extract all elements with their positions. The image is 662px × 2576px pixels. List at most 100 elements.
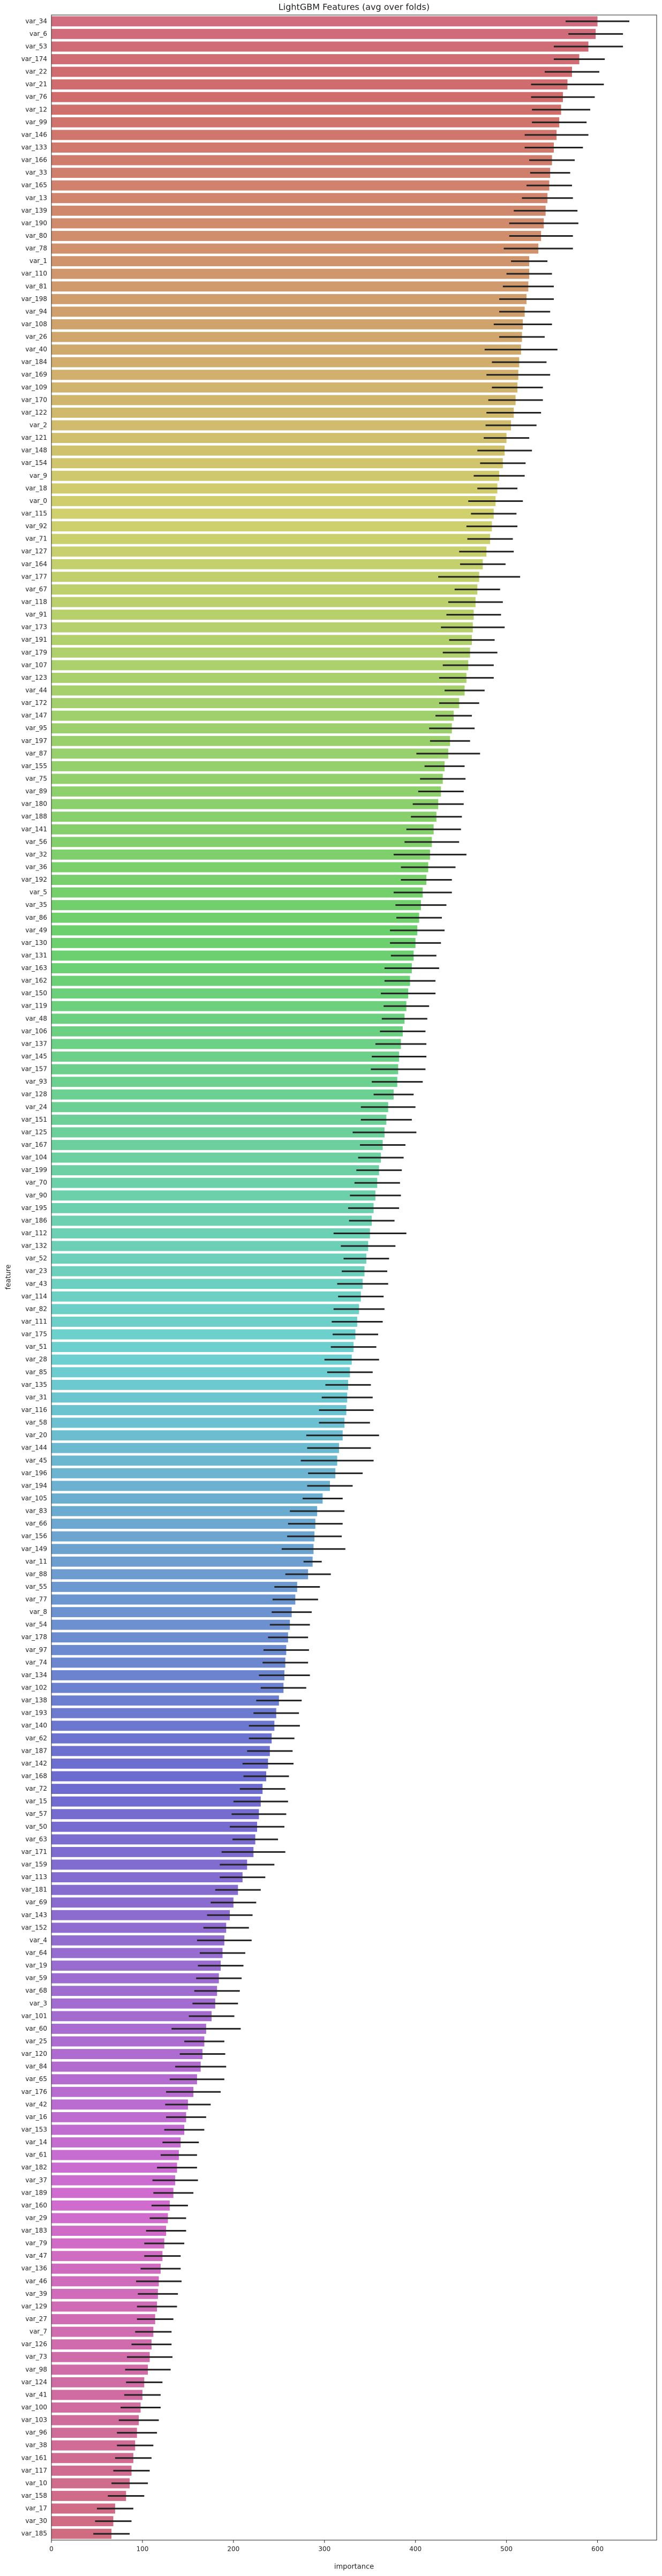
y-tick-label: var_19 <box>25 1962 47 1969</box>
y-tick-label: var_6 <box>29 30 47 37</box>
y-tick-label: var_162 <box>21 977 47 985</box>
bar <box>51 1961 221 1971</box>
bar <box>51 79 568 90</box>
bar <box>51 534 491 544</box>
y-tick-label: var_122 <box>21 409 47 416</box>
y-tick-label: var_197 <box>21 737 47 745</box>
bar <box>51 1039 401 1049</box>
bar <box>51 1872 243 1883</box>
y-tick-label: var_4 <box>29 1936 47 1944</box>
y-tick-label: var_41 <box>25 2391 47 2398</box>
bar <box>51 1417 345 1428</box>
y-tick-label: var_35 <box>25 901 47 908</box>
bar <box>51 1215 372 1226</box>
y-tick-label: var_22 <box>25 68 47 76</box>
bar <box>51 2251 163 2262</box>
bar <box>51 1683 284 1693</box>
bar <box>51 1064 398 1075</box>
bar <box>51 812 437 822</box>
bar <box>51 1670 285 1680</box>
y-tick-label: var_149 <box>21 1545 47 1552</box>
y-tick-label: var_39 <box>25 2290 47 2297</box>
bar <box>51 1759 268 1769</box>
y-tick-label: var_129 <box>21 2302 47 2310</box>
bar <box>51 445 505 456</box>
bar <box>51 2377 145 2387</box>
y-tick-label: var_165 <box>21 182 47 189</box>
y-tick-label: var_113 <box>21 1873 47 1881</box>
bar <box>51 1177 378 1188</box>
y-tick-label: var_90 <box>25 1191 47 1199</box>
y-tick-label: var_62 <box>25 1734 47 1742</box>
bar <box>51 1544 314 1554</box>
y-tick-label: var_29 <box>25 2214 47 2221</box>
bar <box>51 1266 365 1276</box>
bar <box>51 773 443 784</box>
bar <box>51 2440 136 2451</box>
y-tick-label: var_51 <box>25 1343 47 1350</box>
y-tick-label: var_99 <box>25 118 47 126</box>
bar <box>51 2226 167 2236</box>
bar <box>51 2263 161 2274</box>
bar <box>51 1784 263 1794</box>
bar <box>51 2086 194 2097</box>
y-tick-label: var_59 <box>25 1974 47 1982</box>
bar <box>51 559 483 569</box>
y-tick-label: var_45 <box>25 1456 47 1464</box>
y-tick-label: var_2 <box>29 422 47 429</box>
y-tick-label: var_182 <box>21 2164 47 2171</box>
bar <box>51 1379 348 1390</box>
y-tick-label: var_58 <box>25 1419 47 1426</box>
y-tick-label: var_140 <box>21 1722 47 1729</box>
y-tick-label: var_135 <box>21 1381 47 1388</box>
bar <box>51 2314 155 2324</box>
bar <box>51 963 412 973</box>
y-tick-label: var_9 <box>29 472 47 479</box>
bar <box>51 546 487 557</box>
y-tick-label: var_14 <box>25 2138 47 2146</box>
y-tick-label: var_105 <box>21 1494 47 1502</box>
y-tick-label: var_130 <box>21 939 47 947</box>
bar <box>51 2188 174 2198</box>
bar <box>51 1089 394 1100</box>
bar <box>51 483 498 494</box>
y-tick-label: var_16 <box>25 2113 47 2121</box>
bar <box>51 862 428 873</box>
y-tick-label: var_69 <box>25 1898 47 1906</box>
bar <box>51 975 410 986</box>
bar <box>51 458 503 469</box>
y-tick-label: var_150 <box>21 989 47 997</box>
y-tick-label: var_139 <box>21 207 47 214</box>
bar <box>51 1897 234 1908</box>
bar <box>51 155 552 166</box>
bar <box>51 1190 375 1201</box>
y-tick-label: var_199 <box>21 1166 47 1174</box>
y-tick-label: var_118 <box>21 598 47 606</box>
bar <box>51 786 441 797</box>
y-tick-label: var_124 <box>21 2378 47 2386</box>
bar <box>51 2491 126 2501</box>
y-tick-label: var_88 <box>25 1570 47 1578</box>
bar <box>51 1859 247 1870</box>
bar <box>51 610 474 620</box>
y-tick-label: var_40 <box>25 346 47 353</box>
x-tick-label: 0 <box>49 2545 54 2553</box>
bar <box>51 1531 315 1542</box>
y-tick-label: var_147 <box>21 712 47 719</box>
y-tick-label: var_114 <box>21 1293 47 1300</box>
bar <box>51 2137 181 2147</box>
y-tick-label: var_191 <box>21 636 47 643</box>
bar <box>51 231 541 241</box>
y-tick-label: var_163 <box>21 964 47 972</box>
y-tick-label: var_131 <box>21 951 47 959</box>
bar <box>51 1342 354 1353</box>
bar <box>51 950 414 961</box>
bar <box>51 1102 388 1113</box>
y-tick-label: var_180 <box>21 800 47 808</box>
y-tick-label: var_89 <box>25 787 47 795</box>
bar <box>51 1367 350 1378</box>
y-tick-label: var_81 <box>25 282 47 290</box>
bar <box>51 1127 385 1138</box>
bar <box>51 647 470 658</box>
